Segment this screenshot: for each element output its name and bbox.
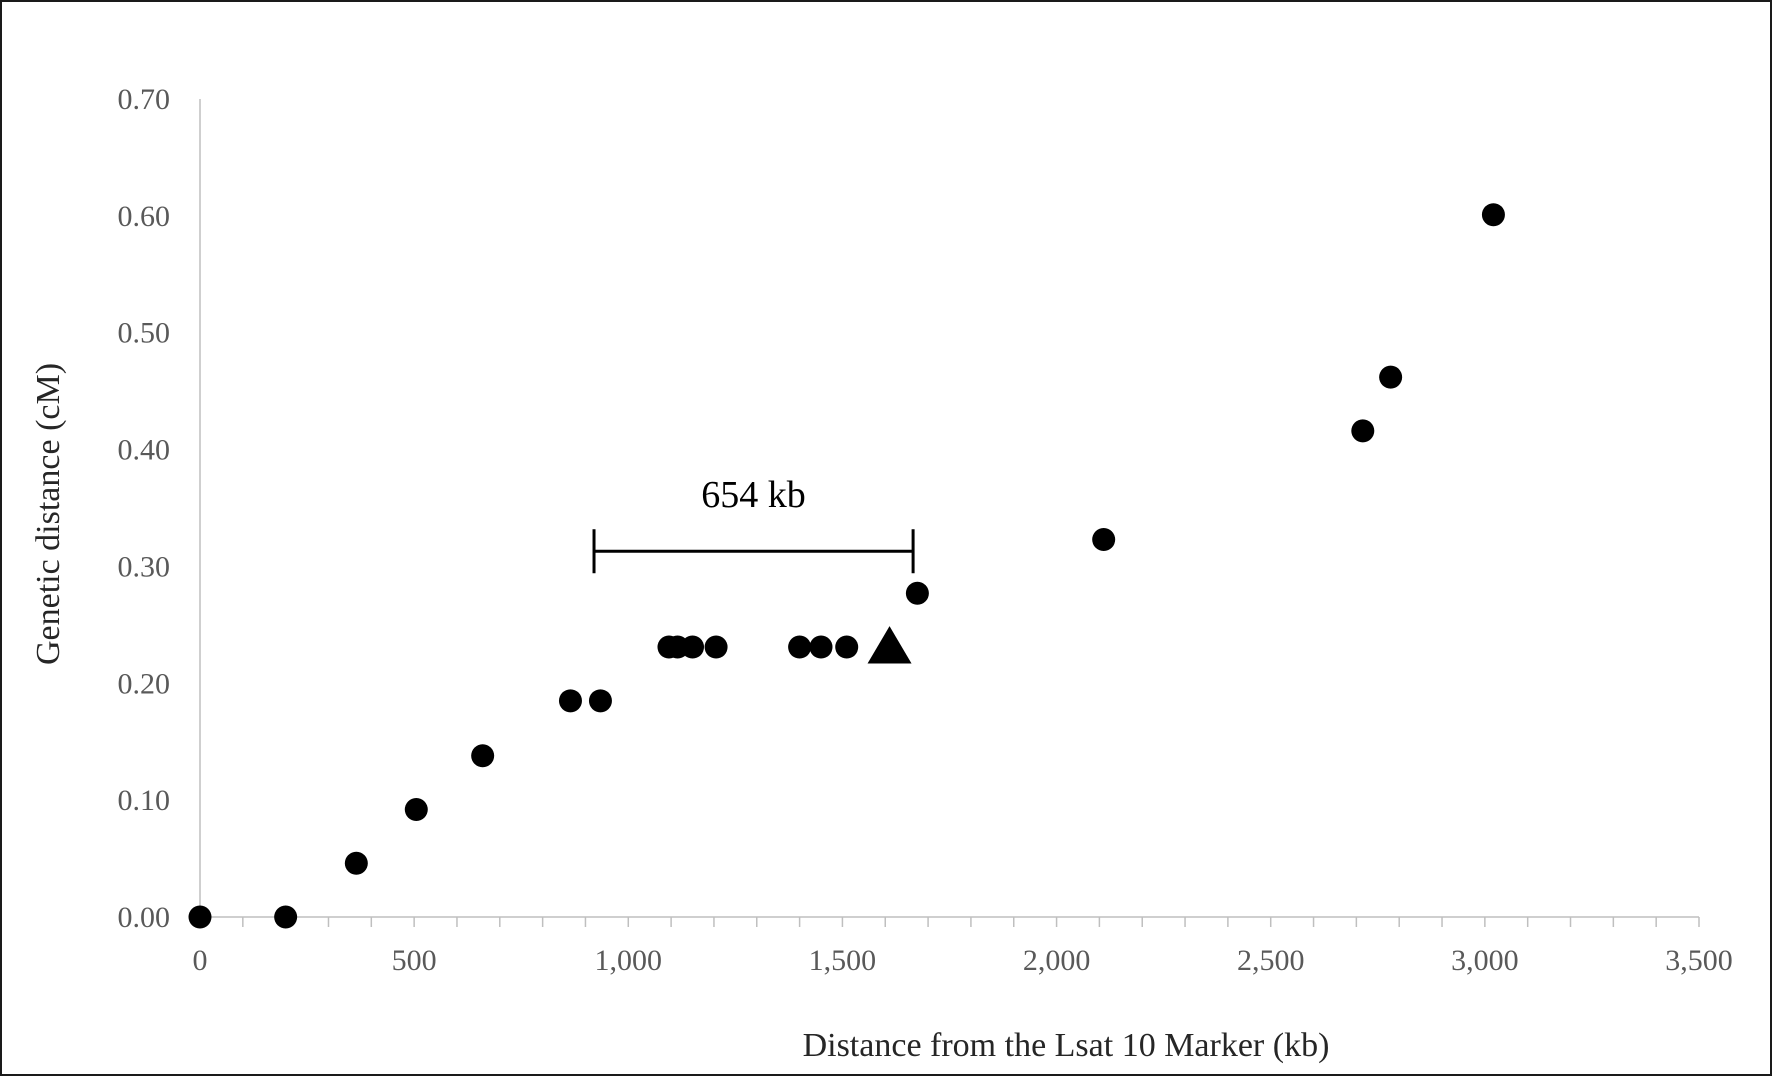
y-tick-label: 0.10 — [118, 784, 171, 817]
circle-point — [809, 635, 833, 659]
interval-annotation: 654 kb — [592, 474, 915, 574]
circle-point — [1379, 365, 1403, 389]
circle-point — [1092, 528, 1116, 552]
circle-point — [558, 689, 582, 713]
circle-point — [835, 635, 859, 659]
circle-point — [588, 689, 612, 713]
interval-label: 654 kb — [701, 474, 806, 516]
x-tick-label: 2,000 — [1023, 944, 1091, 977]
circle-point — [471, 744, 495, 768]
circle-point — [704, 635, 728, 659]
x-tick-label: 2,500 — [1237, 944, 1305, 977]
y-tick-label: 0.00 — [118, 901, 171, 934]
x-tick-label: 500 — [392, 944, 437, 977]
y-tick-label: 0.20 — [118, 667, 171, 700]
y-tick-label: 0.50 — [118, 317, 171, 350]
data-points — [188, 203, 1505, 929]
x-axis-title: Distance from the Lsat 10 Marker (kb) — [803, 1027, 1330, 1064]
circle-point — [1351, 419, 1375, 443]
y-tick-label: 0.30 — [118, 550, 171, 583]
x-tick-label: 1,000 — [595, 944, 663, 977]
circle-point — [681, 635, 705, 659]
y-tick-label: 0.40 — [118, 434, 171, 467]
annotations: 654 kb — [592, 474, 915, 574]
x-tick-label: 3,500 — [1665, 944, 1733, 977]
x-tick-label: 1,500 — [809, 944, 877, 977]
axes — [199, 99, 1699, 918]
x-tick-label: 3,000 — [1451, 944, 1519, 977]
y-axis-ticks: 0.00 0.10 0.20 0.30 0.40 0.50 0.60 0.70 — [118, 83, 171, 934]
circle-point — [344, 851, 368, 875]
x-axis-ticks: 0 500 1,000 1,500 2,000 2,500 3,000 3,500 — [193, 917, 1733, 977]
circle-point — [188, 905, 212, 929]
y-axis-title: Genetic distance (cM) — [30, 363, 67, 665]
y-tick-label: 0.60 — [118, 200, 171, 233]
y-tick-label: 0.70 — [118, 83, 171, 116]
circle-point — [404, 797, 428, 821]
triangle-point — [867, 626, 912, 664]
x-tick-label: 0 — [193, 944, 208, 977]
circle-point — [788, 635, 812, 659]
circle-point — [905, 581, 929, 605]
circle-point — [1481, 203, 1505, 227]
circle-point — [274, 905, 298, 929]
